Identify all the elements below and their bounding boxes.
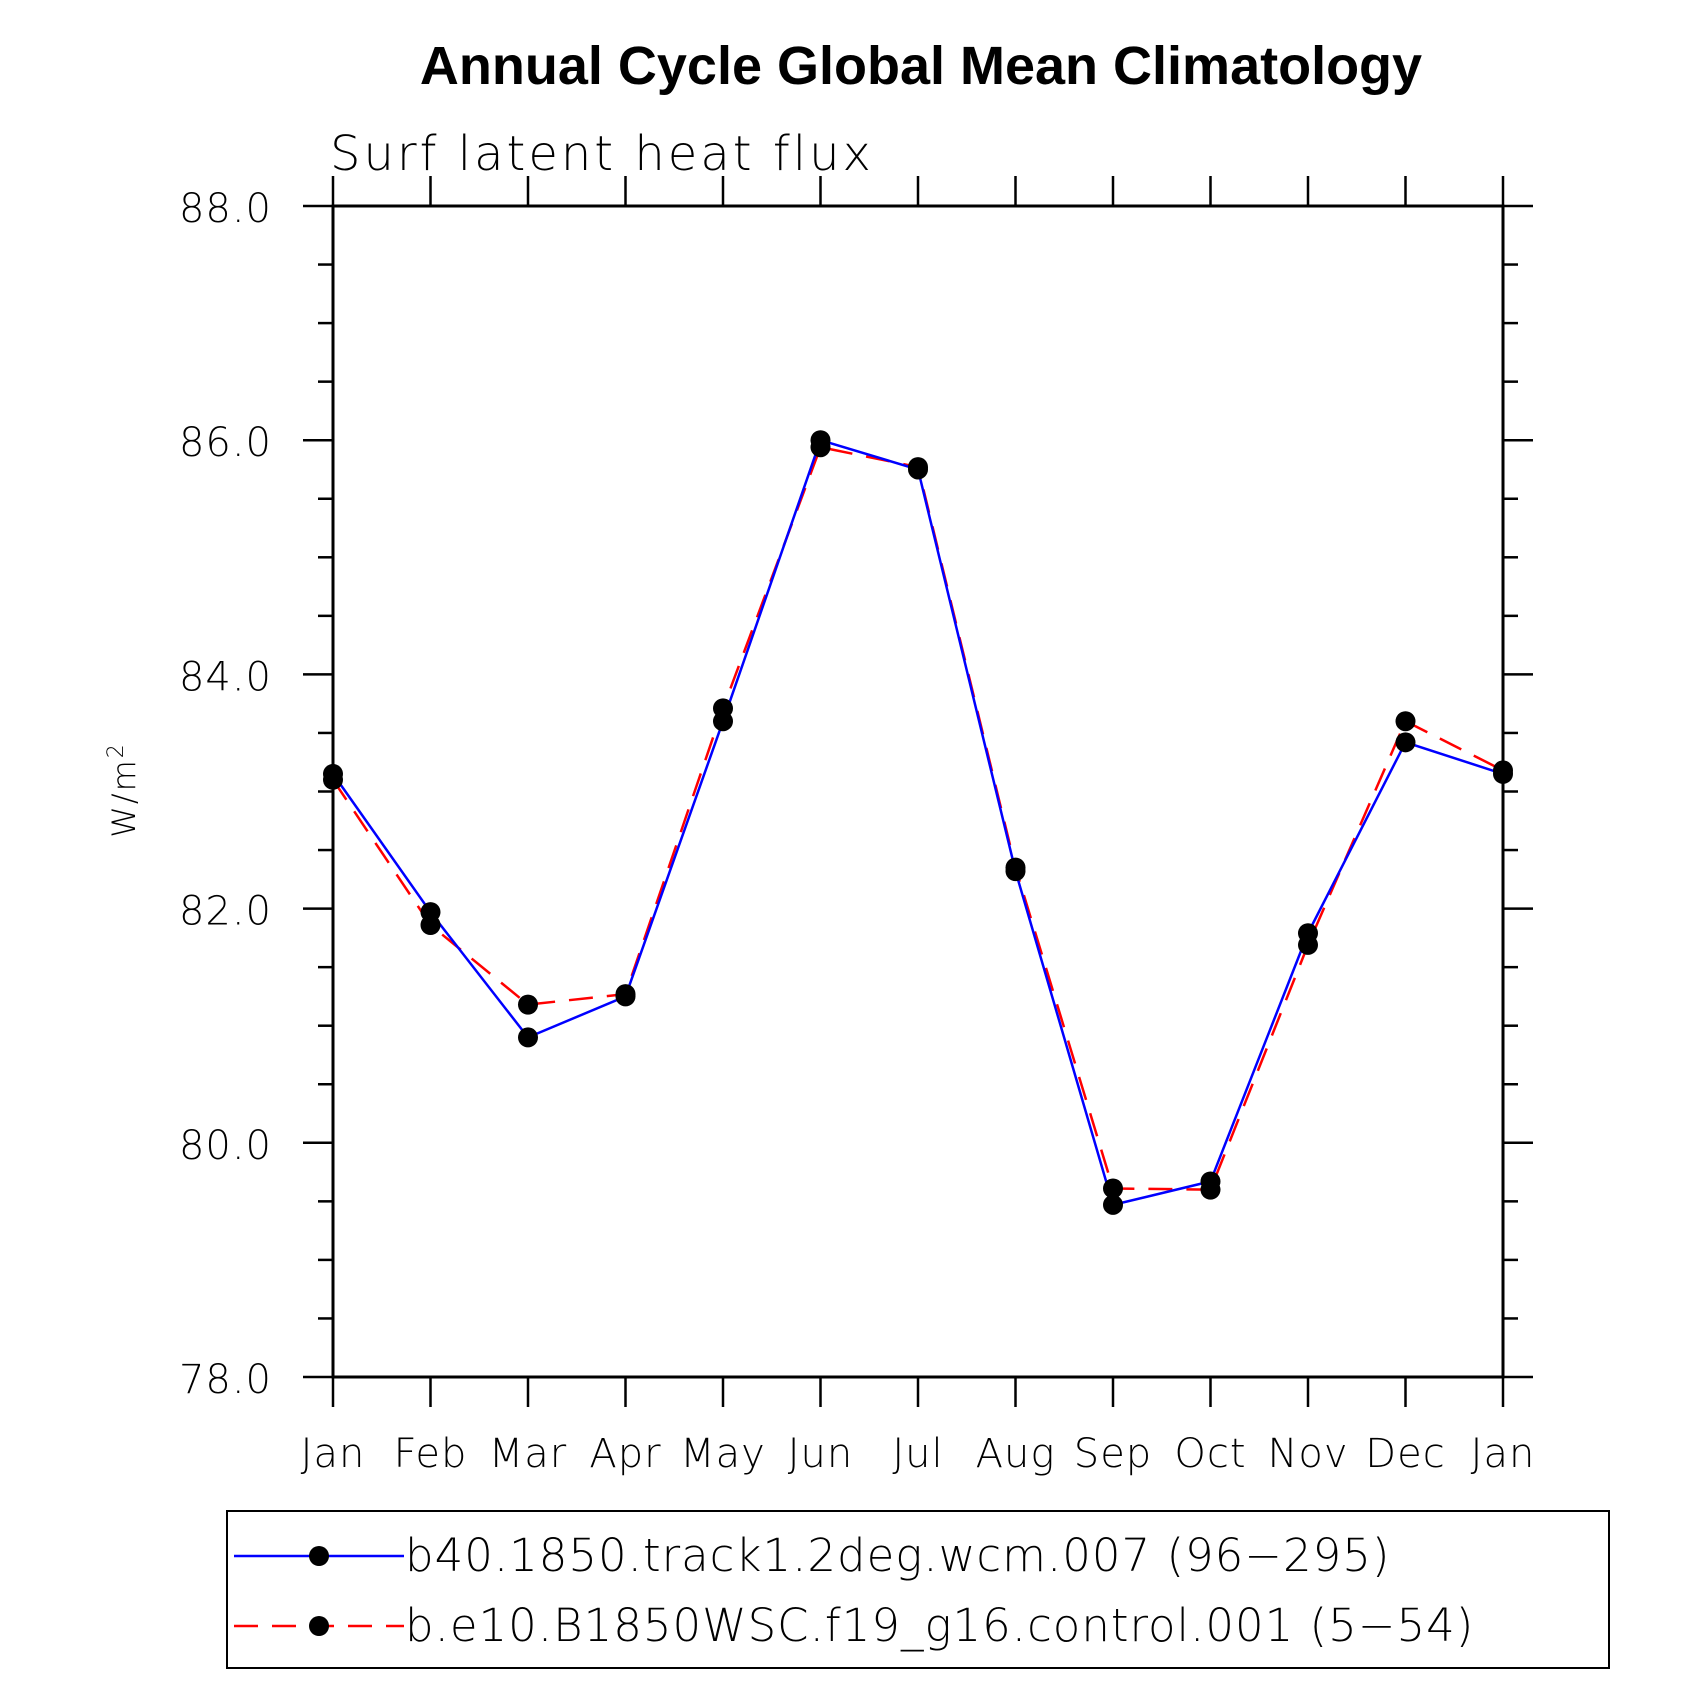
series-2-point — [1493, 760, 1513, 781]
series-2-point — [420, 914, 441, 935]
legend-label-1: b40.1850.track1.2deg.wcm.007 (96−295) — [405, 1529, 1390, 1582]
series-1-point — [1103, 1194, 1123, 1215]
series-2-point — [1200, 1179, 1221, 1200]
series-2-point — [908, 457, 928, 478]
legend-marker-2 — [309, 1616, 329, 1636]
legend-marker-1 — [309, 1546, 329, 1566]
series-2-point — [518, 994, 538, 1015]
x-tick-label: Apr — [589, 1431, 661, 1477]
y-tick-label: 86.0 — [179, 420, 272, 466]
x-tick-label: Jul — [892, 1431, 943, 1477]
y-tick-label: 78.0 — [179, 1357, 272, 1403]
x-tick-label: Aug — [976, 1431, 1056, 1477]
legend-label-2: b.e10.B1850WSC.f19_g16.control.001 (5−54… — [405, 1599, 1474, 1652]
y-tick-label: 82.0 — [179, 889, 272, 935]
y-tick-label: 88.0 — [179, 186, 272, 232]
series-2-point — [1395, 711, 1416, 732]
series-2-point — [1005, 857, 1026, 878]
series-layer — [323, 430, 1513, 1215]
y-tick-label: 80.0 — [179, 1123, 272, 1169]
series-2-point — [810, 437, 831, 458]
series-2-point — [1103, 1178, 1123, 1199]
y-tick-labels: 78.0 80.0 82.0 84.0 86.0 88.0 — [179, 186, 272, 1403]
x-tick-label: Oct — [1174, 1431, 1246, 1477]
plot-frame — [331, 204, 1505, 1379]
series-1-point — [518, 1027, 538, 1048]
y-tick-label: 84.0 — [179, 654, 272, 700]
x-tick-label: Dec — [1365, 1431, 1445, 1477]
series-2-point — [713, 698, 733, 719]
chart-subtitle: Surf latent heat flux — [330, 126, 874, 182]
series-1-point — [1395, 732, 1416, 753]
series-line-2 — [331, 445, 1504, 1191]
x-tick-label: Mar — [489, 1431, 567, 1477]
x-tick-label: Jan — [301, 1431, 366, 1477]
series-2-point — [615, 984, 636, 1005]
y-axis-label: W/m2 — [104, 742, 144, 838]
x-tick-label: Sep — [1074, 1431, 1152, 1477]
x-tick-label: Feb — [394, 1431, 468, 1477]
y-axis-label-text: W/m — [105, 758, 143, 838]
x-tick-labels: Jan Feb Mar Apr May Jun Jul Aug Sep Oct Nov Dec Jan — [301, 1431, 1536, 1477]
svg-text:W/m2: W/m2 — [104, 742, 144, 838]
axis-ticks — [303, 176, 1533, 1407]
x-tick-label: Jan — [1471, 1431, 1536, 1477]
x-tick-label: Jun — [788, 1431, 854, 1477]
legend: b40.1850.track1.2deg.wcm.007 (96−295) b.… — [226, 1510, 1610, 1669]
series-line-1 — [331, 438, 1504, 1207]
series-2-point — [323, 769, 343, 790]
series-2-point — [1298, 934, 1318, 955]
x-tick-label: Nov — [1267, 1431, 1348, 1477]
x-tick-label: May — [680, 1431, 766, 1477]
chart-title: Annual Cycle Global Mean Climatology — [420, 36, 1422, 96]
y-axis-label-superscript: 2 — [104, 742, 129, 758]
legend-box — [226, 1510, 1610, 1669]
